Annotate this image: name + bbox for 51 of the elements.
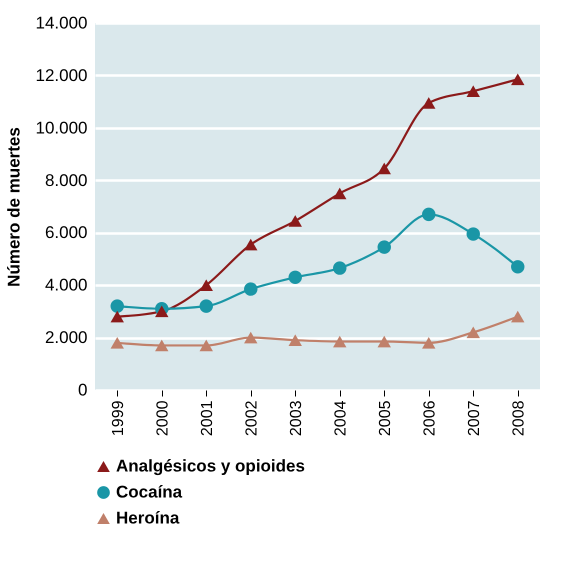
legend-label: Heroína: [116, 508, 180, 528]
point: [244, 332, 258, 344]
point: [288, 270, 302, 284]
point: [244, 238, 258, 250]
y-tick-label: 8.000: [44, 170, 88, 190]
y-tick-label: 4.000: [44, 276, 88, 295]
point: [378, 336, 391, 348]
point: [244, 282, 258, 296]
point: [422, 337, 436, 349]
x-tick-label: 2002: [243, 400, 260, 436]
point: [466, 227, 480, 241]
x-tick-label: 2008: [510, 400, 528, 436]
x-tick-label: 2000: [154, 400, 172, 436]
point: [333, 336, 346, 348]
y-tick-label: 2.000: [44, 328, 88, 348]
point: [378, 240, 391, 254]
point: [422, 208, 436, 222]
point: [200, 299, 213, 313]
point: [378, 162, 391, 174]
point: [110, 310, 124, 322]
x-tick-label: 1999: [110, 400, 127, 436]
point: [333, 188, 346, 200]
point: [155, 340, 168, 352]
point: [511, 74, 524, 86]
point: [466, 326, 480, 338]
x-tick-label: 2005: [376, 400, 394, 436]
y-tick-label: 14.000: [36, 14, 88, 32]
y-axis-title: Número de muertes: [4, 127, 24, 287]
point: [422, 97, 436, 109]
point: [511, 310, 524, 322]
point: [288, 215, 302, 227]
point: [333, 261, 346, 275]
legend-label: Cocaína: [116, 482, 183, 502]
y-tick-label: 12.000: [36, 66, 88, 85]
point: [288, 334, 302, 346]
point: [155, 306, 168, 318]
x-tick-label: 2003: [288, 400, 305, 436]
x-tick-label: 2001: [198, 400, 216, 436]
point: [110, 299, 124, 313]
point: [200, 279, 213, 291]
x-tick-label: 2006: [421, 400, 438, 436]
point: [200, 340, 213, 352]
y-tick-label: 10.000: [36, 118, 88, 138]
point: [110, 337, 124, 349]
legend-label: Analgésicos y opioides: [116, 456, 305, 476]
point: [511, 260, 524, 274]
x-tick-label: 2004: [332, 400, 350, 436]
point: [466, 85, 480, 97]
y-tick-label: 6.000: [44, 223, 88, 242]
y-tick-label: 0: [78, 380, 88, 400]
x-tick-label: 2007: [466, 400, 483, 436]
